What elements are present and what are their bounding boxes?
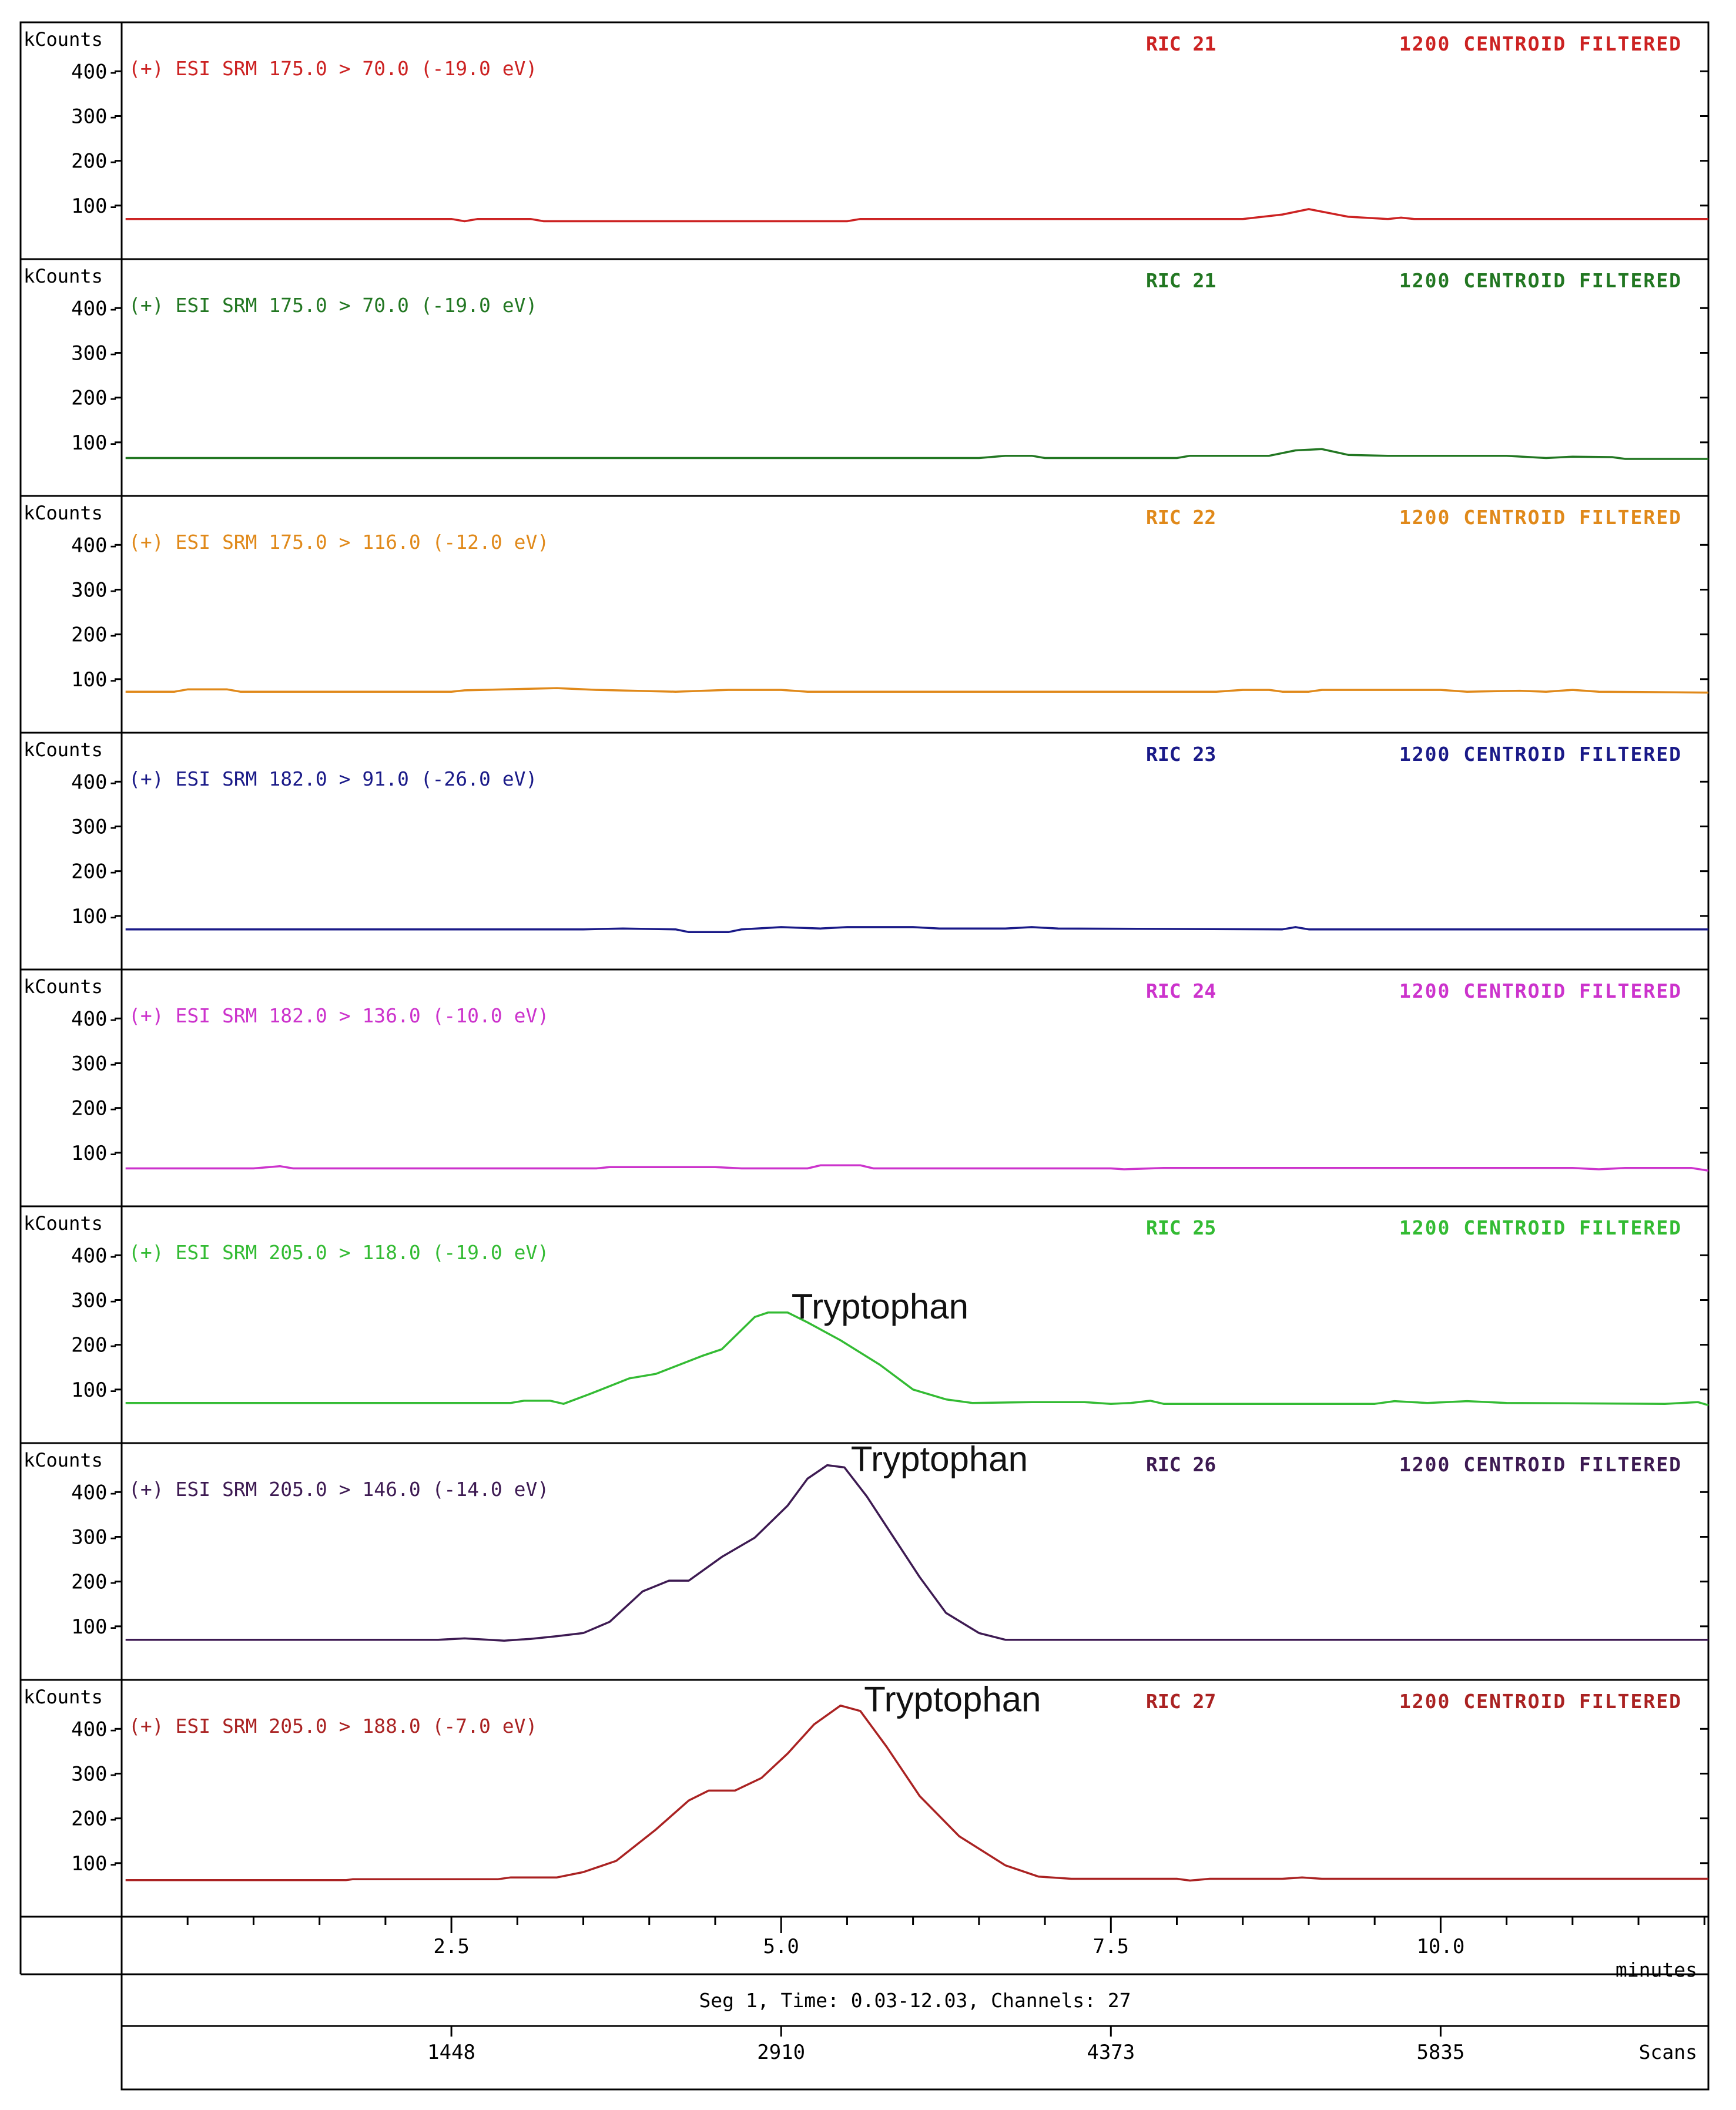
trace-label: (+) ESI SRM 175.0 > 116.0 (-12.0 eV) [129, 531, 549, 554]
x-tick-label: 5.0 [763, 1935, 799, 1958]
peak-annotation: Tryptophan [864, 1680, 1041, 1719]
y-tick-label: 200- [71, 1097, 119, 1121]
y-tick-label: 400- [71, 1717, 119, 1741]
peak-annotation: Tryptophan [792, 1287, 968, 1326]
y-tick-label: 300- [71, 341, 119, 365]
y-tick-label: 400- [71, 60, 119, 83]
scan-tick-label: 1448 [427, 2041, 475, 2064]
y-unit-label: kCounts [24, 265, 103, 287]
y-tick-label: 300- [71, 1762, 119, 1786]
trace-line-4 [125, 926, 1708, 934]
y-tick-label: 100- [71, 194, 119, 218]
ric-label: RIC 22 [1146, 506, 1216, 529]
trace-label: (+) ESI SRM 182.0 > 136.0 (-10.0 eV) [129, 1004, 549, 1027]
centroid-label: 1200 CENTROID FILTERED [1399, 506, 1682, 529]
scan-tick-label: 5835 [1416, 2041, 1464, 2064]
y-tick-label: 200- [71, 1807, 119, 1831]
y-tick-label: 200- [71, 150, 119, 173]
y-unit-label: kCounts [24, 1212, 103, 1235]
scan-tick-label: 4373 [1087, 2041, 1135, 2064]
y-tick-label: 300- [71, 105, 119, 128]
y-unit-label: kCounts [24, 1449, 103, 1471]
y-tick-label: 400- [71, 770, 119, 794]
centroid-label: 1200 CENTROID FILTERED [1399, 1690, 1682, 1713]
centroid-label: 1200 CENTROID FILTERED [1399, 979, 1682, 1002]
trace-label: (+) ESI SRM 205.0 > 188.0 (-7.0 eV) [129, 1715, 537, 1737]
x-unit-label: minutes [1616, 1958, 1697, 1981]
y-tick-label: 300- [71, 578, 119, 602]
y-tick-label: 200- [71, 860, 119, 884]
peak-annotation: Tryptophan [851, 1440, 1028, 1479]
trace-line-5 [125, 1164, 1709, 1172]
y-tick-label: 100- [71, 1378, 119, 1402]
y-tick-label: 100- [71, 1615, 119, 1639]
y-tick-label: 400- [71, 534, 119, 557]
ric-label: RIC 27 [1146, 1690, 1216, 1713]
x-tick-label: 7.5 [1093, 1935, 1129, 1958]
trace-line-6 [125, 1311, 1709, 1407]
ric-label: RIC 26 [1146, 1453, 1216, 1476]
trace-label: (+) ESI SRM 175.0 > 70.0 (-19.0 eV) [129, 294, 537, 317]
trace-label: (+) ESI SRM 175.0 > 70.0 (-19.0 eV) [129, 57, 537, 80]
y-tick-label: 400- [71, 1244, 119, 1267]
y-unit-label: kCounts [24, 1686, 103, 1708]
y-tick-label: 300- [71, 1525, 119, 1549]
trace-label: (+) ESI SRM 182.0 > 91.0 (-26.0 eV) [129, 767, 537, 790]
y-tick-label: 200- [71, 623, 119, 647]
centroid-label: 1200 CENTROID FILTERED [1399, 269, 1682, 292]
scan-tick-label: 2910 [757, 2041, 805, 2064]
trace-line-7 [125, 1464, 1708, 1642]
y-tick-label: 100- [71, 1852, 119, 1876]
trace-line-3 [125, 687, 1709, 694]
ric-label: RIC 21 [1146, 32, 1216, 55]
scan-unit-label: Scans [1639, 2041, 1697, 2064]
y-tick-label: 100- [71, 905, 119, 928]
y-tick-label: 200- [71, 387, 119, 410]
trace-line-2 [125, 448, 1708, 460]
y-unit-label: kCounts [24, 502, 103, 524]
y-tick-label: 100- [71, 668, 119, 692]
segment-info: Seg 1, Time: 0.03-12.03, Channels: 27 [699, 1989, 1131, 2012]
ric-label: RIC 24 [1146, 979, 1216, 1002]
ric-label: RIC 21 [1146, 269, 1216, 292]
y-tick-label: 300- [71, 1289, 119, 1312]
centroid-label: 1200 CENTROID FILTERED [1399, 1453, 1682, 1476]
trace-line-8 [125, 1704, 1708, 1882]
ric-label: RIC 25 [1146, 1216, 1216, 1239]
y-tick-label: 100- [71, 431, 119, 455]
y-tick-label: 200- [71, 1571, 119, 1594]
centroid-label: 1200 CENTROID FILTERED [1399, 743, 1682, 766]
trace-label: (+) ESI SRM 205.0 > 146.0 (-14.0 eV) [129, 1478, 549, 1501]
ric-label: RIC 23 [1146, 743, 1216, 766]
y-tick-label: 400- [71, 297, 119, 320]
y-unit-label: kCounts [24, 739, 103, 761]
x-tick-label: 2.5 [433, 1935, 469, 1958]
y-unit-label: kCounts [24, 28, 103, 51]
trace-line-1 [125, 208, 1708, 223]
centroid-label: 1200 CENTROID FILTERED [1399, 32, 1682, 55]
y-tick-label: 100- [71, 1142, 119, 1165]
y-tick-label: 300- [71, 1052, 119, 1075]
trace-label: (+) ESI SRM 205.0 > 118.0 (-19.0 eV) [129, 1241, 549, 1264]
centroid-label: 1200 CENTROID FILTERED [1399, 1216, 1682, 1239]
y-tick-label: 300- [71, 815, 119, 838]
footer-frame [120, 1916, 1710, 2091]
y-tick-label: 200- [71, 1334, 119, 1357]
x-tick-label: 10.0 [1416, 1935, 1464, 1958]
y-unit-label: kCounts [24, 975, 103, 998]
y-tick-label: 400- [71, 1007, 119, 1031]
y-tick-label: 400- [71, 1481, 119, 1504]
